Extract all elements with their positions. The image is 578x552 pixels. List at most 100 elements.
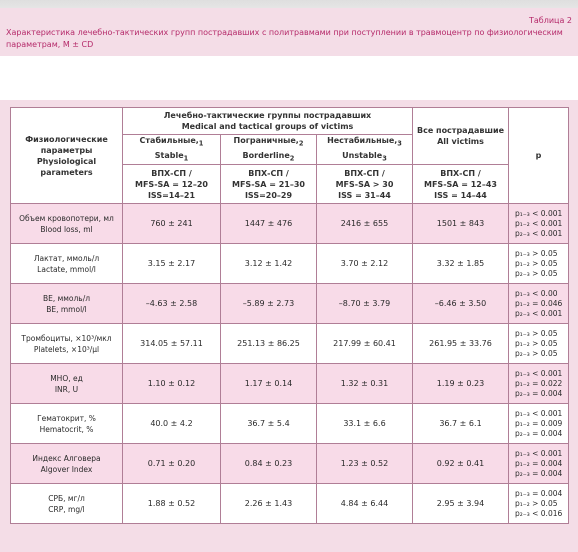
value-cell-g3: 1.32 ± 0.31 <box>316 363 413 405</box>
param-label-en: Lactate, mmol/l <box>37 264 96 274</box>
table-row: Индекс Алговера Algover Index 0.71 ± 0.20 0… <box>10 443 569 485</box>
value-cell-all: 0.92 ± 0.41 <box>412 443 509 485</box>
value-cell-all: 2.95 ± 3.94 <box>412 483 509 525</box>
p-value-cell: p₁₋₃ > 0.05 p₁₋₂ > 0.05 p₂₋₃ > 0.05 <box>508 323 569 365</box>
blank-area <box>8 56 572 100</box>
param-label-en: Platelets, ×10³/μl <box>33 344 100 354</box>
p-value-cell: p₁₋₃ > 0.05 p₁₋₂ > 0.05 p₂₋₃ > 0.05 <box>508 243 569 285</box>
value-cell-g2: –5.89 ± 2.73 <box>220 283 317 325</box>
group-borderline-header: Пограничные,2 Borderline2 <box>220 133 317 166</box>
table-caption: Таблица 2 Характеристика лечебно-тактиче… <box>0 8 578 56</box>
p-value: p₂₋₃ < 0.001 <box>515 228 563 238</box>
value-cell-g1: 760 ± 241 <box>122 203 221 245</box>
p-value: p₁₋₂ > 0.05 <box>515 498 558 508</box>
param-cell: Индекс Алговера Algover Index <box>10 443 123 485</box>
value-cell-g2: 36.7 ± 5.4 <box>220 403 317 445</box>
param-label-en: Blood loss, ml <box>40 224 93 234</box>
table-row: МНО, ед INR, U 1.10 ± 0.12 1.17 ± 0.14 1.32 … <box>10 363 569 405</box>
group-stable-header: Стабильные,1 Stable1 <box>122 133 221 166</box>
value-cell-g1: 40.0 ± 4.2 <box>122 403 221 445</box>
table-row: Лактат, ммоль/л Lactate, mmol/l 3.15 ± 2.1… <box>10 243 569 285</box>
p-value-cell: p₁₋₃ < 0.001 p₁₋₂ = 0.009 p₂₋₃ = 0.004 <box>508 403 569 445</box>
p-value: p₂₋₃ < 0.016 <box>515 508 563 518</box>
param-cell: Объем кровопотери, мл Blood loss, ml <box>10 203 123 245</box>
value-cell-all: 1501 ± 843 <box>412 203 509 245</box>
p-value: p₁₋₃ < 0.001 <box>515 368 563 378</box>
param-cell: МНО, ед INR, U <box>10 363 123 405</box>
group-stable-criteria: ВПХ-СП / MFS-SA = 12–20 ISS=14–21 <box>122 164 221 205</box>
value-cell-g1: 0.71 ± 0.20 <box>122 443 221 485</box>
table-title: Характеристика лечебно-тактических групп… <box>6 28 563 49</box>
p-value: p₁₋₂ < 0.001 <box>515 218 563 228</box>
value-cell-g1: 1.10 ± 0.12 <box>122 363 221 405</box>
param-label-en: Hematocrit, % <box>39 424 94 434</box>
param-label-en: Algover Index <box>40 464 93 474</box>
p-value: p₁₋₃ < 0.001 <box>515 408 563 418</box>
param-cell: Тромбоциты, ×10³/мкл Platelets, ×10³/μl <box>10 323 123 365</box>
value-cell-all: –6.46 ± 3.50 <box>412 283 509 325</box>
param-cell: BE, ммоль/л BE, mmol/l <box>10 283 123 325</box>
group-unstable-header: Нестабильные,3 Unstable3 <box>316 133 413 166</box>
table-row: Гематокрит, % Hematocrit, % 40.0 ± 4.2 36.7… <box>10 403 569 445</box>
param-cell: Гематокрит, % Hematocrit, % <box>10 403 123 445</box>
value-cell-g2: 0.84 ± 0.23 <box>220 443 317 485</box>
param-label-ru: Индекс Алговера <box>32 453 101 463</box>
p-value-cell: p₁₋₃ < 0.001 p₁₋₂ = 0.022 p₂₋₃ = 0.004 <box>508 363 569 405</box>
p-value: p₂₋₃ = 0.004 <box>515 468 563 478</box>
value-cell-g1: 3.15 ± 2.17 <box>122 243 221 285</box>
p-value: p₂₋₃ = 0.004 <box>515 428 563 438</box>
value-cell-g3: 1.23 ± 0.52 <box>316 443 413 485</box>
value-cell-g2: 251.13 ± 86.25 <box>220 323 317 365</box>
param-label-en: CRP, mg/l <box>48 504 85 514</box>
p-value: p₁₋₃ < 0.00 <box>515 288 558 298</box>
value-cell-g1: 314.05 ± 57.11 <box>122 323 221 365</box>
value-cell-all: 3.32 ± 1.85 <box>412 243 509 285</box>
p-value: p₁₋₂ = 0.022 <box>515 378 563 388</box>
param-cell: СРБ, мг/л CRP, mg/l <box>10 483 123 525</box>
p-value: p₂₋₃ < 0.001 <box>515 308 563 318</box>
value-cell-g1: –4.63 ± 2.58 <box>122 283 221 325</box>
value-cell-g3: –8.70 ± 3.79 <box>316 283 413 325</box>
data-table: Физиологические параметры Physiological … <box>10 106 569 525</box>
table-container: Физиологические параметры Physiological … <box>0 100 578 552</box>
groups-header: Лечебно-тактические группы пострадавших … <box>122 107 413 135</box>
p-value: p₁₋₃ = 0.004 <box>515 488 563 498</box>
param-label-ru: СРБ, мг/л <box>48 493 85 503</box>
p-value: p₂₋₃ > 0.05 <box>515 268 558 278</box>
p-value-cell: p₁₋₃ = 0.004 p₁₋₂ > 0.05 p₂₋₃ < 0.016 <box>508 483 569 525</box>
p-value: p₁₋₃ < 0.001 <box>515 208 563 218</box>
value-cell-g3: 33.1 ± 6.6 <box>316 403 413 445</box>
group-unstable-criteria: ВПХ-СП / MFS-SA > 30 ISS = 31–44 <box>316 164 413 205</box>
p-value: p₁₋₂ = 0.004 <box>515 458 563 468</box>
p-value: p₁₋₂ = 0.009 <box>515 418 563 428</box>
value-cell-g2: 3.12 ± 1.42 <box>220 243 317 285</box>
param-label-en: INR, U <box>54 384 79 394</box>
value-cell-g3: 4.84 ± 6.44 <box>316 483 413 525</box>
value-cell-g2: 1.17 ± 0.14 <box>220 363 317 405</box>
table-row: СРБ, мг/л CRP, mg/l 1.88 ± 0.52 2.26 ± 1.43… <box>10 483 569 525</box>
p-value-cell: p₁₋₃ < 0.001 p₁₋₂ = 0.004 p₂₋₃ = 0.004 <box>508 443 569 485</box>
param-cell: Лактат, ммоль/л Lactate, mmol/l <box>10 243 123 285</box>
p-value-cell: p₁₋₃ < 0.001 p₁₋₂ < 0.001 p₂₋₃ < 0.001 <box>508 203 569 245</box>
param-label-ru: Объем кровопотери, мл <box>19 213 114 223</box>
p-value: p₁₋₂ = 0.046 <box>515 298 563 308</box>
p-value: p₂₋₃ = 0.004 <box>515 388 563 398</box>
table-row: BE, ммоль/л BE, mmol/l –4.63 ± 2.58 –5.89 ±… <box>10 283 569 325</box>
p-column-header: p <box>508 106 569 205</box>
group-borderline-criteria: ВПХ-СП / MFS-SA = 21–30 ISS=20–29 <box>220 164 317 205</box>
table-row: Тромбоциты, ×10³/мкл Platelets, ×10³/μl 31… <box>10 323 569 365</box>
table-number: Таблица 2 <box>528 16 572 25</box>
p-value: p₁₋₃ > 0.05 <box>515 248 558 258</box>
all-victims-criteria: ВПХ-СП / MFS-SA = 12–43 ISS = 14–44 <box>412 164 509 205</box>
value-cell-all: 1.19 ± 0.23 <box>412 363 509 405</box>
param-label-ru: МНО, ед <box>50 373 83 383</box>
p-value: p₁₋₃ < 0.001 <box>515 448 563 458</box>
p-value: p₁₋₂ > 0.05 <box>515 258 558 268</box>
p-value: p₁₋₃ > 0.05 <box>515 328 558 338</box>
value-cell-all: 261.95 ± 33.76 <box>412 323 509 365</box>
param-column-header: Физиологические параметры Physiological … <box>10 106 123 205</box>
table-body: Объем кровопотери, мл Blood loss, ml 760 ±… <box>10 203 569 525</box>
param-label-ru: BE, ммоль/л <box>42 293 91 303</box>
value-cell-g2: 2.26 ± 1.43 <box>220 483 317 525</box>
value-cell-g3: 217.99 ± 60.41 <box>316 323 413 365</box>
